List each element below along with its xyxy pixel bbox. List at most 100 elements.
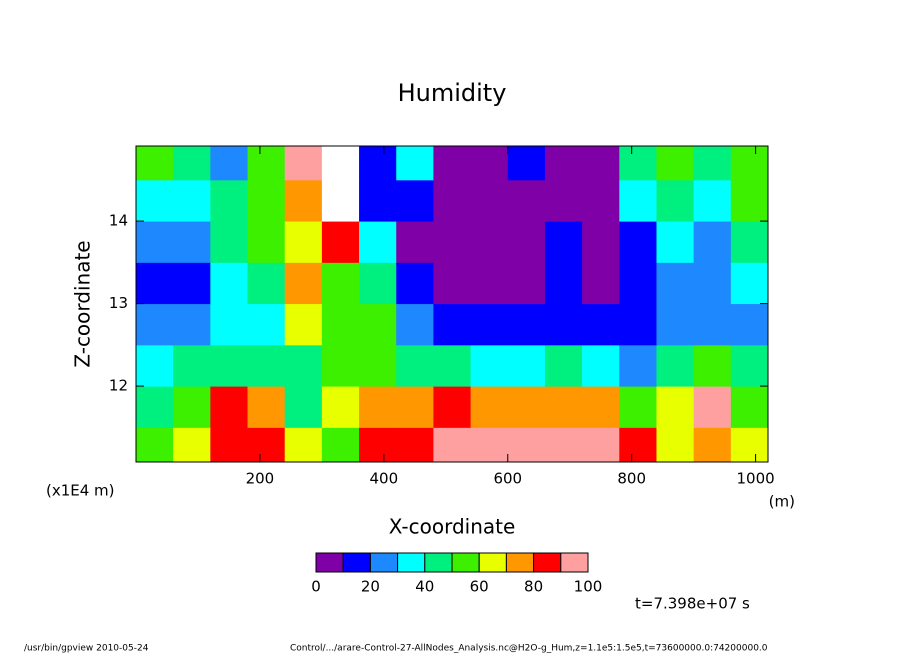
colorbar-tick-label: 40 (415, 578, 434, 596)
contour-cell (321, 146, 360, 181)
contour-cell (210, 303, 249, 346)
colorbar-swatch (505, 552, 535, 573)
contour-cell (433, 179, 472, 222)
contour-cell (136, 344, 174, 387)
contour-cell (544, 427, 583, 463)
contour-cell (210, 344, 249, 387)
colorbar-tick-label: 0 (311, 578, 321, 596)
contour-cell (247, 146, 286, 181)
contour-cell (619, 303, 657, 346)
colorbar-swatch (342, 552, 371, 573)
contour-cell (359, 386, 397, 428)
contour-cell (247, 386, 286, 428)
contour-cell (656, 146, 695, 181)
x-tick-label: 800 (617, 470, 646, 488)
contour-cell (136, 262, 174, 305)
contour-cell (247, 179, 286, 222)
contour-cell (619, 221, 657, 263)
contour-cell (470, 262, 509, 305)
contour-cell (656, 303, 695, 346)
contour-cell (656, 344, 695, 387)
contour-cell (730, 427, 769, 463)
contour-cell (247, 303, 286, 346)
chart-title: Humidity (398, 79, 507, 107)
colorbar-swatch (315, 552, 344, 573)
contour-cell (507, 386, 546, 428)
x-tick-label: 200 (246, 470, 275, 488)
contour-cell (470, 386, 509, 428)
contour-cell (321, 262, 360, 305)
contour-cell (247, 262, 286, 305)
colorbar-swatch (478, 552, 507, 573)
contour-cell (136, 221, 174, 263)
y-tick-label: 13 (109, 294, 128, 312)
contour-cell (582, 146, 620, 181)
contour-cell (247, 427, 286, 463)
contour-cell (136, 146, 174, 181)
contour-cell (173, 262, 211, 305)
contour-cell (321, 427, 360, 463)
contour-cell (544, 303, 583, 346)
contour-cell (730, 179, 769, 222)
contour-cell (173, 303, 211, 346)
contour-cell (284, 344, 323, 387)
contour-cell (693, 221, 732, 263)
contour-cell (396, 303, 434, 346)
y-unit: (x1E4 m) (46, 482, 115, 500)
contour-cell (284, 179, 323, 222)
contour-cell (656, 221, 695, 263)
colorbar-tick-label: 80 (524, 578, 543, 596)
contour-cell (396, 262, 434, 305)
contour-cell (544, 344, 583, 387)
x-tick-label: 600 (493, 470, 522, 488)
contour-cell (284, 262, 323, 305)
contour-cell (507, 179, 546, 222)
contour-cell (173, 344, 211, 387)
contour-cell (359, 262, 397, 305)
contour-cell (396, 146, 434, 181)
contour-cell (470, 344, 509, 387)
y-axis-label: Z-coordinate (71, 240, 95, 367)
contour-cell (210, 221, 249, 263)
contour-cell (359, 344, 397, 387)
contour-cell (693, 344, 732, 387)
contour-cell (730, 221, 769, 263)
colorbar-tick-label: 20 (361, 578, 380, 596)
colorbar-swatch (451, 552, 480, 573)
contour-cell (433, 344, 472, 387)
contour-cell (693, 146, 732, 181)
contour-cell (507, 262, 546, 305)
contour-cell (582, 427, 620, 463)
x-unit: (m) (769, 493, 795, 511)
contour-cell (284, 221, 323, 263)
contour-cell (433, 303, 472, 346)
contour-cell (507, 344, 546, 387)
contour-cell (619, 344, 657, 387)
contour-cell (321, 221, 360, 263)
contour-cell (470, 427, 509, 463)
contour-cell (730, 344, 769, 387)
contour-cell (359, 146, 397, 181)
contour-cell (173, 221, 211, 263)
contour-cell (210, 179, 249, 222)
contour-cell (507, 427, 546, 463)
colorbar-swatch (533, 552, 562, 573)
contour-cell (247, 344, 286, 387)
contour-cell (136, 303, 174, 346)
contour-cell (582, 221, 620, 263)
footer-right: Control/.../arare-Control-27-AllNodes_An… (290, 644, 768, 654)
contour-cell (173, 179, 211, 222)
contour-cell (284, 427, 323, 463)
contour-cell (321, 386, 360, 428)
contour-cell (359, 179, 397, 222)
contour-cell (693, 303, 732, 346)
contour-cell (619, 179, 657, 222)
contour-cell (730, 303, 769, 346)
contour-cell (619, 427, 657, 463)
contour-cell (470, 179, 509, 222)
contour-cell (656, 179, 695, 222)
contour-cell (396, 344, 434, 387)
contour-cell (136, 386, 174, 428)
contour-cell (582, 303, 620, 346)
